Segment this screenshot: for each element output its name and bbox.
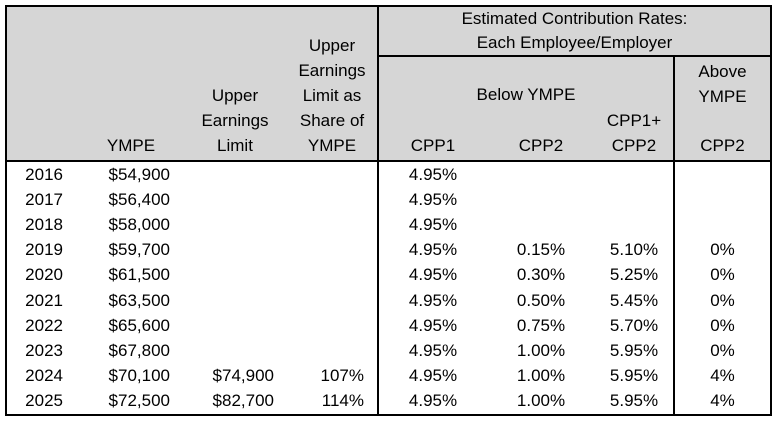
cell-ympe: $58,000 (79, 212, 183, 238)
cell-above-cpp2 (673, 212, 770, 238)
cell-uel-share-of-ympe (287, 212, 377, 238)
cell-cpp1: 4.95% (377, 388, 487, 414)
header-uel-share-of-ympe: Upper Earnings Limit as Share of YMPE (287, 7, 377, 162)
cell-ympe: $54,900 (79, 162, 183, 188)
cell-cpp1-plus-cpp2 (595, 162, 673, 188)
cell-upper-earnings-limit (183, 187, 287, 213)
cell-above-cpp2: 0% (673, 338, 770, 364)
cell-upper-earnings-limit (183, 237, 287, 263)
cell-upper-earnings-limit: $74,900 (183, 363, 287, 389)
cell-cpp2: 1.00% (487, 338, 595, 364)
cell-above-cpp2: 0% (673, 237, 770, 263)
cell-cpp1: 4.95% (377, 363, 487, 389)
cell-year: 2021 (7, 287, 79, 314)
cell-year: 2022 (7, 313, 79, 339)
cell-cpp2 (487, 162, 595, 188)
cell-year: 2017 (7, 187, 79, 213)
header-estimated-contribution-rates: Estimated Contribution Rates: Each Emplo… (377, 7, 770, 57)
cell-upper-earnings-limit (183, 212, 287, 238)
header-above-ympe-label: Above YMPE (698, 62, 747, 106)
cell-ympe: $56,400 (79, 187, 183, 213)
cell-above-cpp2 (673, 162, 770, 188)
cell-uel-share-of-ympe (287, 287, 377, 314)
cell-year: 2025 (7, 388, 79, 414)
cell-uel-share-of-ympe (287, 313, 377, 339)
cell-cpp1-plus-cpp2 (595, 187, 673, 213)
cell-ympe: $65,600 (79, 313, 183, 339)
cell-upper-earnings-limit (183, 287, 287, 314)
cell-upper-earnings-limit (183, 338, 287, 364)
cell-above-cpp2: 4% (673, 388, 770, 414)
cell-cpp1: 4.95% (377, 313, 487, 339)
cell-cpp1: 4.95% (377, 187, 487, 213)
cell-uel-share-of-ympe (287, 262, 377, 288)
cell-upper-earnings-limit (183, 262, 287, 288)
cell-upper-earnings-limit: $82,700 (183, 388, 287, 414)
header-cpp1: CPP1 (377, 109, 487, 162)
header-cpp1-plus-cpp2: CPP1+ CPP2 (595, 109, 673, 162)
cell-year: 2024 (7, 363, 79, 389)
cell-cpp2: 0.15% (487, 237, 595, 263)
cell-uel-share-of-ympe: 114% (287, 388, 377, 414)
cell-cpp1-plus-cpp2: 5.95% (595, 338, 673, 364)
cell-cpp1-plus-cpp2: 5.10% (595, 237, 673, 263)
table-grid: YMPE Upper Earnings Limit Upper Earnings… (7, 7, 770, 414)
cell-cpp1-plus-cpp2: 5.70% (595, 313, 673, 339)
cell-above-cpp2: 0% (673, 313, 770, 339)
cell-cpp1: 4.95% (377, 212, 487, 238)
cell-cpp2: 0.30% (487, 262, 595, 288)
cell-year: 2016 (7, 162, 79, 188)
cell-year: 2023 (7, 338, 79, 364)
cell-cpp2: 0.75% (487, 313, 595, 339)
cell-above-cpp2 (673, 187, 770, 213)
cell-cpp1-plus-cpp2: 5.45% (595, 287, 673, 314)
cell-ympe: $72,500 (79, 388, 183, 414)
cell-cpp1: 4.95% (377, 237, 487, 263)
cell-cpp1: 4.95% (377, 287, 487, 314)
cell-above-cpp2: 0% (673, 287, 770, 314)
header-ympe: YMPE (79, 7, 183, 162)
cell-uel-share-of-ympe (287, 237, 377, 263)
cell-upper-earnings-limit (183, 313, 287, 339)
cell-cpp1-plus-cpp2: 5.95% (595, 388, 673, 414)
cell-cpp2 (487, 187, 595, 213)
cell-cpp2: 1.00% (487, 388, 595, 414)
cell-ympe: $63,500 (79, 287, 183, 314)
cell-above-cpp2: 4% (673, 363, 770, 389)
cell-cpp1: 4.95% (377, 338, 487, 364)
cell-ympe: $59,700 (79, 237, 183, 263)
header-group-above-ympe: Above YMPE CPP2 (673, 57, 770, 162)
cell-above-cpp2: 0% (673, 262, 770, 288)
header-group-below-ympe: Below YMPE (377, 57, 673, 109)
cell-uel-share-of-ympe (287, 162, 377, 188)
cpp-contribution-rates-table: YMPE Upper Earnings Limit Upper Earnings… (5, 5, 772, 416)
cell-uel-share-of-ympe (287, 187, 377, 213)
cell-year: 2019 (7, 237, 79, 263)
cell-upper-earnings-limit (183, 162, 287, 188)
cell-cpp1-plus-cpp2: 5.25% (595, 262, 673, 288)
header-cpp2: CPP2 (487, 109, 595, 162)
cell-uel-share-of-ympe: 107% (287, 363, 377, 389)
cell-year: 2018 (7, 212, 79, 238)
cell-cpp1-plus-cpp2 (595, 212, 673, 238)
cell-cpp2: 0.50% (487, 287, 595, 314)
cell-cpp1: 4.95% (377, 262, 487, 288)
cell-year: 2020 (7, 262, 79, 288)
cell-ympe: $67,800 (79, 338, 183, 364)
cell-cpp2: 1.00% (487, 363, 595, 389)
cell-uel-share-of-ympe (287, 338, 377, 364)
cell-cpp2 (487, 212, 595, 238)
cell-cpp1-plus-cpp2: 5.95% (595, 363, 673, 389)
cell-ympe: $70,100 (79, 363, 183, 389)
header-above-cpp2: CPP2 (700, 136, 745, 155)
header-upper-earnings-limit: Upper Earnings Limit (183, 7, 287, 162)
cell-cpp1: 4.95% (377, 162, 487, 188)
header-year-blank (7, 7, 79, 162)
cell-ympe: $61,500 (79, 262, 183, 288)
